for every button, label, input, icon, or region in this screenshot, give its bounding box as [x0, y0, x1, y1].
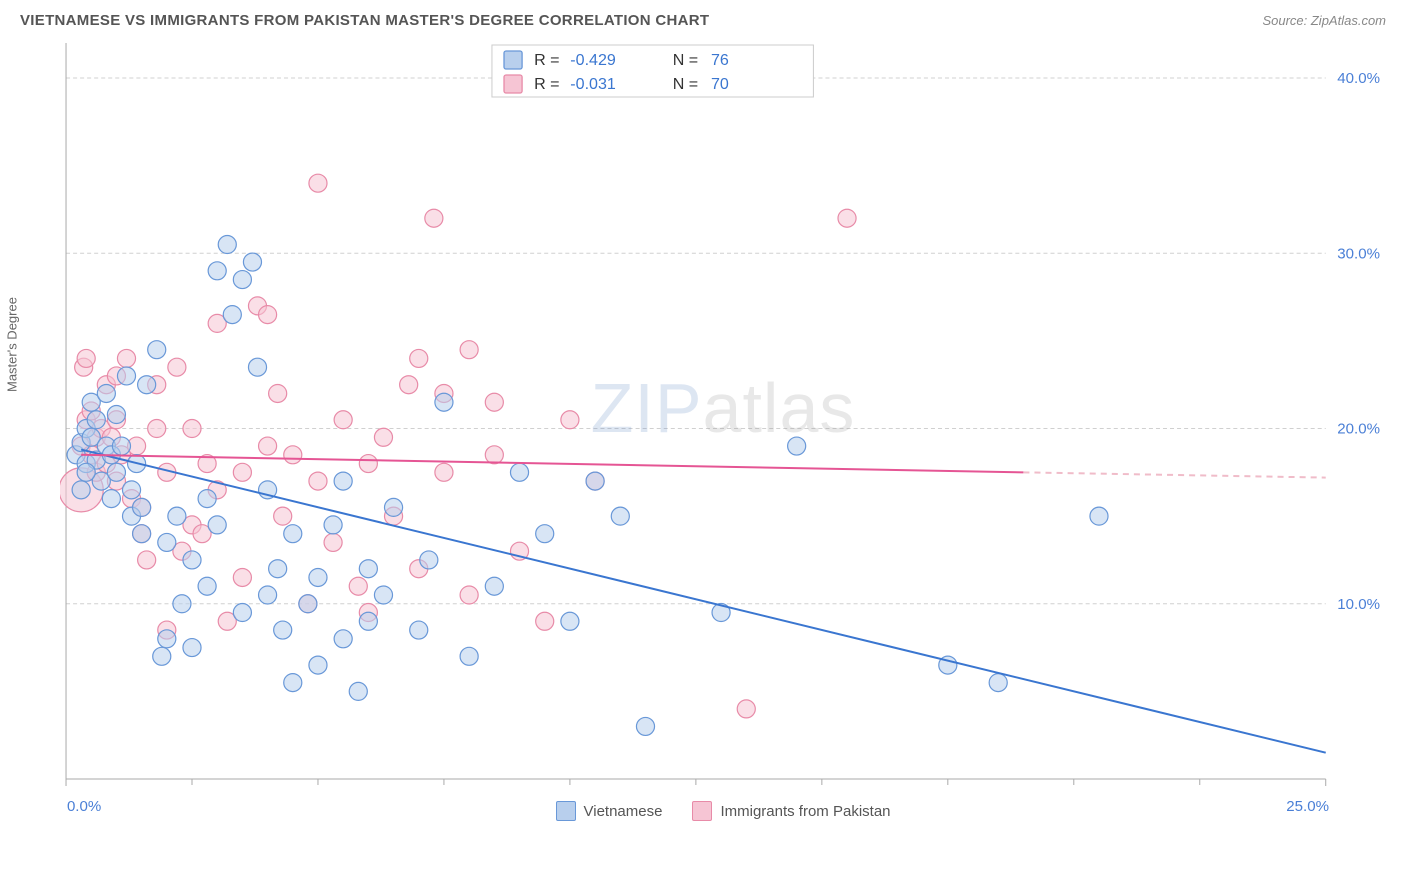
gridlines	[66, 78, 1326, 604]
svg-text:20.0%: 20.0%	[1337, 421, 1380, 438]
svg-text:R =: R =	[534, 51, 559, 69]
legend-swatch-pakistan	[692, 801, 712, 821]
svg-text:R =: R =	[534, 75, 559, 93]
legend-item-vietnamese: Vietnamese	[556, 801, 663, 821]
svg-text:30.0%: 30.0%	[1337, 245, 1380, 262]
chart-source: Source: ZipAtlas.com	[1262, 13, 1386, 28]
chart-title: VIETNAMESE VS IMMIGRANTS FROM PAKISTAN M…	[20, 12, 709, 29]
svg-text:-0.429: -0.429	[570, 51, 616, 69]
svg-text:40.0%: 40.0%	[1337, 70, 1380, 87]
chart-area: Master's Degree ZIPatlas R =-0.429N =76R…	[60, 37, 1386, 827]
legend-bottom: Vietnamese Immigrants from Pakistan	[60, 801, 1386, 821]
svg-text:10.0%: 10.0%	[1337, 596, 1380, 613]
stats-box: R = -0.429 N = 76 R = -0.031 N = 70	[492, 45, 813, 97]
scatter-plot: R = -0.429 N = 76 R = -0.031 N = 70 10.0% 20.0% 3…	[60, 37, 1386, 827]
svg-text:-0.031: -0.031	[570, 75, 616, 93]
svg-text:76: 76	[711, 51, 729, 69]
legend-swatch-vietnamese	[556, 801, 576, 821]
axes	[66, 43, 1326, 786]
scatter-points-series-b	[60, 174, 856, 718]
legend-label-vietnamese: Vietnamese	[584, 803, 663, 820]
chart-header: VIETNAMESE VS IMMIGRANTS FROM PAKISTAN M…	[0, 0, 1406, 37]
svg-text:70: 70	[711, 75, 729, 93]
legend-item-pakistan: Immigrants from Pakistan	[692, 801, 890, 821]
svg-text:N =: N =	[673, 75, 698, 93]
legend-label-pakistan: Immigrants from Pakistan	[720, 803, 890, 820]
y-axis-label: Master's Degree	[5, 297, 20, 392]
svg-text:N =: N =	[673, 51, 698, 69]
